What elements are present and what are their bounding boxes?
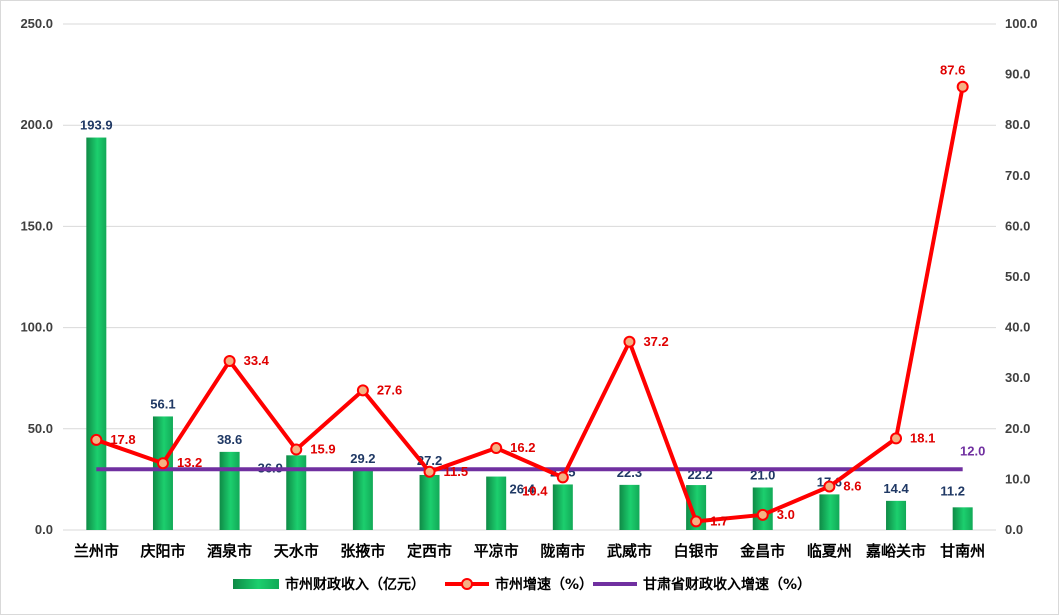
growth-value-labels: 17.8 13.2 33.4 15.9 27.6 11.5 16.2 10.4 37.2 1.7 3…: [110, 63, 965, 529]
legend-bar-label: 市州财政收入（亿元）: [285, 576, 425, 593]
right-tick-label: 0.0: [1005, 522, 1023, 537]
legend: 市州财政收入（亿元） 市州增速（%） 甘肃省财政收入增速（%）: [233, 576, 811, 593]
growth-value-label: 87.6: [940, 63, 965, 78]
bar: [486, 476, 507, 530]
right-tick-label: 60.0: [1005, 218, 1030, 233]
bar: [819, 494, 840, 530]
category-label: 嘉峪关市: [865, 542, 926, 560]
left-axis-ticks: 0.0 50.0 100.0 150.0 200.0 250.0: [20, 16, 53, 537]
bar-value-label: 193.9: [80, 118, 113, 133]
category-label: 金昌市: [739, 542, 785, 560]
bar-value-label: 26.4: [510, 482, 536, 497]
category-label: 甘南州: [940, 542, 985, 560]
growth-point: [556, 471, 569, 484]
right-tick-label: 10.0: [1005, 471, 1030, 486]
bar: [219, 451, 240, 530]
right-tick-label: 70.0: [1005, 168, 1030, 183]
growth-point: [956, 80, 969, 93]
growth-polyline: [95, 86, 965, 524]
bar-value-label: 22.3: [617, 465, 642, 480]
right-tick-label: 30.0: [1005, 370, 1030, 385]
category-label: 武威市: [607, 542, 652, 560]
bar: [552, 484, 573, 530]
growth-value-label: 8.6: [843, 478, 861, 493]
right-axis-ticks: 0.0 10.0 20.0 30.0 40.0 50.0 60.0 70.0 80.0 90.0 1…: [1005, 16, 1038, 537]
bar-value-label: 14.4: [883, 481, 909, 496]
bar-value-label: 29.2: [350, 451, 375, 466]
category-label: 酒泉市: [207, 542, 252, 560]
bars: [86, 137, 973, 531]
growth-value-label: 13.2: [177, 455, 202, 470]
category-label: 陇南市: [540, 542, 585, 560]
right-tick-label: 20.0: [1005, 421, 1030, 436]
bar: [619, 484, 640, 530]
right-tick-label: 80.0: [1005, 117, 1030, 132]
right-tick-label: 90.0: [1005, 67, 1030, 82]
growth-value-label: 27.6: [377, 382, 402, 397]
growth-point: [356, 384, 369, 397]
left-tick-label: 150.0: [20, 218, 53, 233]
category-label: 张掖市: [340, 542, 385, 560]
growth-point: [890, 432, 903, 445]
growth-point: [90, 433, 103, 446]
growth-point: [290, 443, 303, 456]
growth-value-label: 3.0: [777, 507, 795, 522]
growth-value-label: 37.2: [643, 334, 668, 349]
bar: [352, 470, 373, 530]
growth-value-label: 11.5: [444, 464, 469, 479]
legend-growth-marker: [461, 578, 473, 590]
legend-province-label: 甘肃省财政收入增速（%）: [643, 576, 811, 593]
legend-growth-label: 市州增速（%）: [495, 576, 593, 593]
bar: [286, 455, 307, 530]
bar: [419, 474, 440, 530]
right-tick-label: 50.0: [1005, 269, 1030, 284]
growth-point: [490, 442, 503, 455]
left-tick-label: 250.0: [20, 16, 53, 31]
growth-point: [156, 457, 169, 470]
bar-value-label: 38.6: [217, 432, 242, 447]
category-label: 庆阳市: [140, 542, 185, 560]
growth-value-label: 17.8: [110, 432, 135, 447]
category-label: 天水市: [274, 542, 319, 560]
growth-point: [756, 508, 769, 521]
growth-value-label: 15.9: [310, 442, 335, 457]
growth-value-label: 16.2: [510, 440, 535, 455]
city-growth-line: [90, 80, 969, 528]
gridlines: [63, 23, 996, 531]
growth-value-label: 18.1: [910, 430, 935, 445]
category-label: 临夏州: [807, 542, 852, 560]
province-growth-line: 12.0: [96, 443, 985, 472]
category-label: 白银市: [674, 542, 719, 560]
bar: [752, 487, 773, 530]
growth-point: [423, 465, 436, 478]
bar: [952, 507, 973, 530]
category-labels: 兰州市 庆阳市 酒泉市 天水市 张掖市 定西市 平凉市 陇南市 武威市 白银市 金昌市 临夏州 嘉峪关市…: [74, 542, 985, 560]
growth-point: [690, 515, 703, 528]
legend-bar-swatch: [233, 579, 279, 589]
growth-value-label: 33.4: [244, 353, 270, 368]
left-tick-label: 50.0: [28, 421, 53, 436]
bar-value-label: 56.1: [150, 396, 175, 411]
bar: [86, 137, 107, 531]
bar-value-label: 11.2: [940, 483, 965, 498]
left-tick-label: 100.0: [20, 320, 53, 335]
category-label: 定西市: [407, 542, 452, 560]
category-label: 兰州市: [74, 542, 119, 560]
growth-point: [223, 354, 236, 367]
left-tick-label: 0.0: [35, 522, 53, 537]
right-tick-label: 40.0: [1005, 320, 1030, 335]
right-tick-label: 100.0: [1005, 16, 1038, 31]
growth-point: [823, 480, 836, 493]
province-growth-label: 12.0: [960, 443, 985, 458]
left-tick-label: 200.0: [20, 117, 53, 132]
category-label: 平凉市: [474, 542, 519, 560]
growth-value-label: 10.4: [522, 483, 548, 498]
growth-value-label: 1.7: [710, 513, 728, 528]
bar: [152, 416, 173, 530]
growth-point: [623, 335, 636, 348]
bar: [886, 500, 907, 530]
